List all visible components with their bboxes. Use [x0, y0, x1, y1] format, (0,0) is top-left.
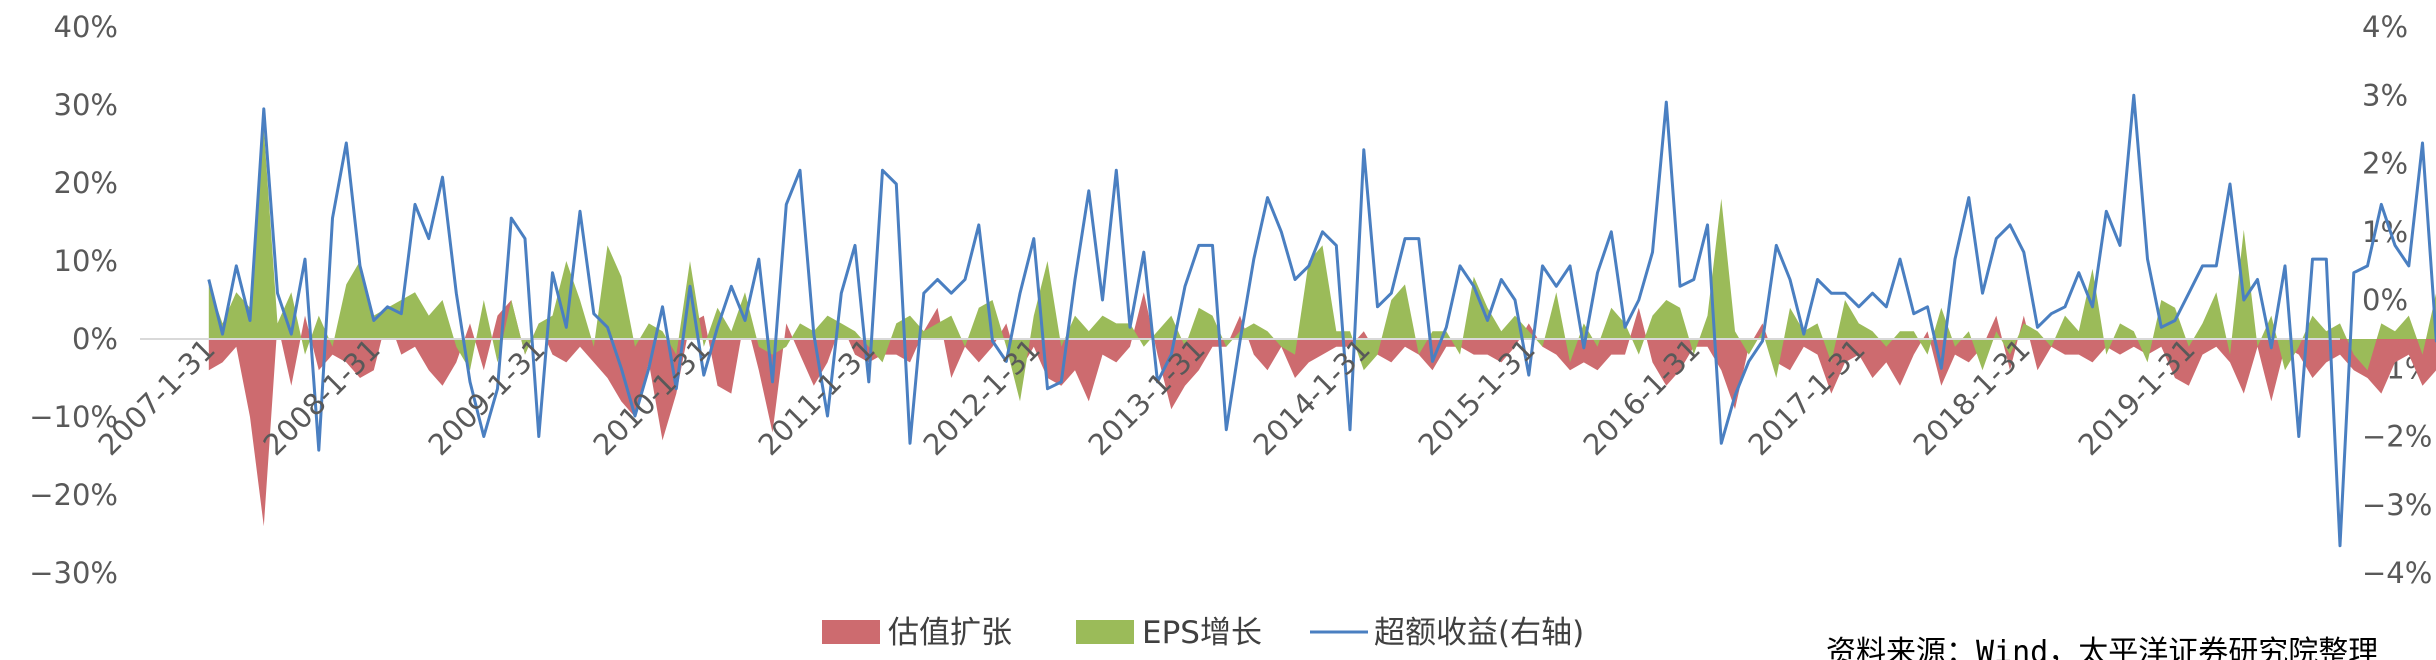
right-axis-tick-label: 4%: [2362, 10, 2408, 44]
legend-swatch-eps: [1076, 620, 1134, 644]
legend-label-excess-return: 超额收益(右轴): [1374, 615, 1584, 651]
right-axis-tick-label: −4%: [2362, 556, 2432, 590]
right-axis-tick-label: −2%: [2362, 420, 2432, 454]
area-series-0: [208, 292, 2436, 527]
left-axis-tick-label: 30%: [54, 88, 118, 122]
legend: 估值扩张 EPS增长 超额收益(右轴): [822, 615, 1584, 651]
line-series-excess-return: [207, 93, 2436, 548]
line-series: [207, 93, 2436, 548]
area-series: [208, 128, 2436, 527]
right-axis-tick-label: 3%: [2362, 78, 2408, 112]
x-axis-tick-label: 2017-1-31: [1742, 332, 1872, 462]
left-axis-tick-label: 20%: [54, 166, 118, 200]
left-axis-tick-label: 40%: [54, 10, 118, 44]
left-axis-tick-label: −20%: [29, 478, 118, 512]
left-axis-tick-label: −30%: [29, 556, 118, 590]
legend-label-eps: EPS增长: [1142, 615, 1262, 651]
right-axis-ticks: 4%3%2%1%0%−1%−2%−3%−4%: [2362, 10, 2432, 590]
left-axis-tick-label: −10%: [29, 400, 118, 434]
source-note: 资料来源：Wind，太平洋证券研究院整理: [1826, 635, 2378, 660]
left-axis-tick-label: 0%: [72, 322, 118, 356]
right-axis-tick-label: 1%: [2362, 215, 2408, 249]
right-axis-tick-label: −3%: [2362, 488, 2432, 522]
right-axis-tick-label: 0%: [2362, 283, 2408, 317]
left-axis-ticks: 40% 30% 20% 10% 0% −10% −20% −30%: [29, 10, 118, 590]
legend-label-valuation: 估值扩张: [888, 615, 1012, 651]
right-axis-tick-label: 2%: [2362, 147, 2408, 181]
area-series-1: [208, 128, 2436, 402]
legend-swatch-valuation: [822, 620, 880, 644]
left-axis-tick-label: 10%: [54, 244, 118, 278]
